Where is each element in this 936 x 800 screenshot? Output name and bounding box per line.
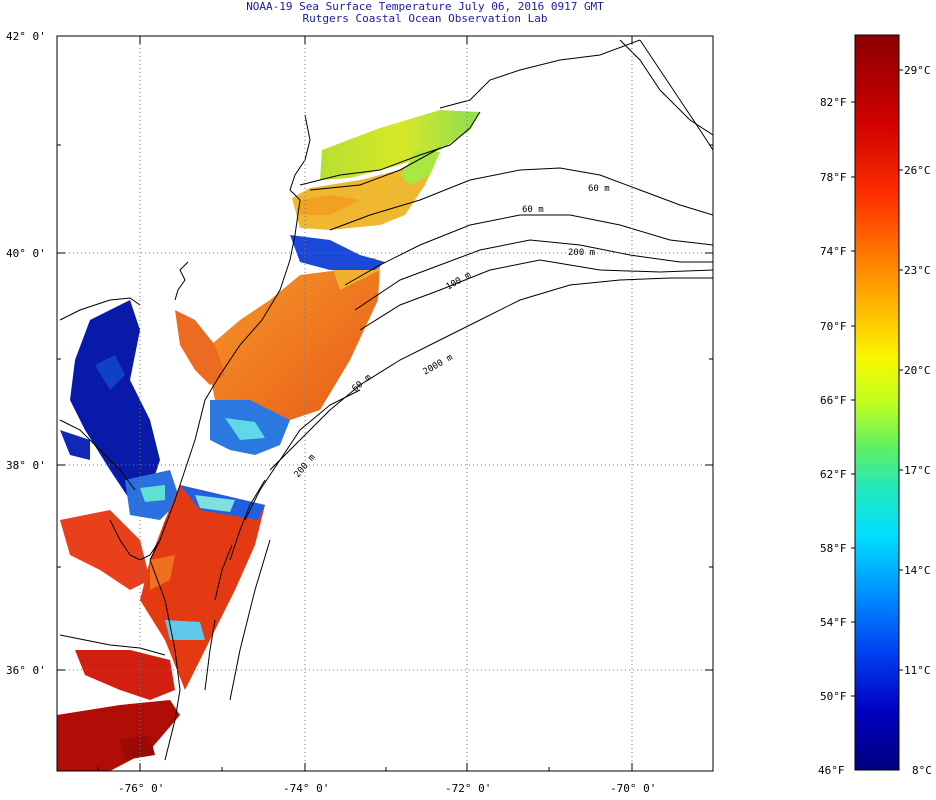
map-frame: [56, 35, 714, 772]
colorbar-f-label: 78°F: [820, 171, 847, 184]
lon-label-70: -70° 0': [610, 782, 656, 795]
lat-label-40: 40° 0': [6, 247, 46, 260]
colorbar-c-label: 17°C: [904, 464, 931, 477]
colorbar-c-label: 20°C: [904, 364, 931, 377]
colorbar-c-label: 14°C: [904, 564, 931, 577]
colorbar-f-label: 58°F: [820, 542, 847, 555]
lat-label-38: 38° 0': [6, 459, 46, 472]
isobath-label: 60 m: [588, 184, 610, 194]
isobath-label: 60 m: [351, 373, 374, 395]
lat-label-42: 42° 0': [6, 30, 46, 43]
colorbar-c-label: 23°C: [904, 264, 931, 277]
colorbar-c-label: 26°C: [904, 164, 931, 177]
colorbar-f-label: 66°F: [820, 394, 847, 407]
tick-marks: [57, 35, 713, 771]
lat-label-36: 36° 0': [6, 664, 46, 677]
colorbar-f-label: 62°F: [820, 468, 847, 481]
colorbar-f-label: 74°F: [820, 245, 847, 258]
colorbar-f-label: 46°F: [818, 764, 845, 777]
lon-label-72: -72° 0': [445, 782, 491, 795]
colorbar-f-label: 50°F: [820, 690, 847, 703]
isobath-label: 2000 m: [422, 353, 455, 378]
sst-data-layer: [57, 110, 480, 771]
colorbar-f-label: 82°F: [820, 96, 847, 109]
lon-label-74: -74° 0': [283, 782, 329, 795]
isobath-label: 60 m: [522, 205, 544, 215]
isobath-label: 100 m: [445, 270, 473, 292]
colorbar-ticks: [851, 69, 903, 697]
colorbar: [854, 34, 900, 771]
colorbar-c-label: 29°C: [904, 64, 931, 77]
graticule: [57, 36, 713, 771]
map-title: NOAA-19 Sea Surface Temperature July 06,…: [246, 0, 604, 13]
lon-label-76: -76° 0': [118, 782, 164, 795]
isobath-label: 200 m: [568, 248, 595, 258]
colorbar-c-label: 8°C: [912, 764, 932, 777]
colorbar-f-label: 54°F: [820, 616, 847, 629]
colorbar-f-label: 70°F: [820, 320, 847, 333]
colorbar-c-label: 11°C: [904, 664, 931, 677]
map-subtitle: Rutgers Coastal Ocean Observation Lab: [302, 12, 548, 25]
coastline-layer: [59, 39, 713, 761]
